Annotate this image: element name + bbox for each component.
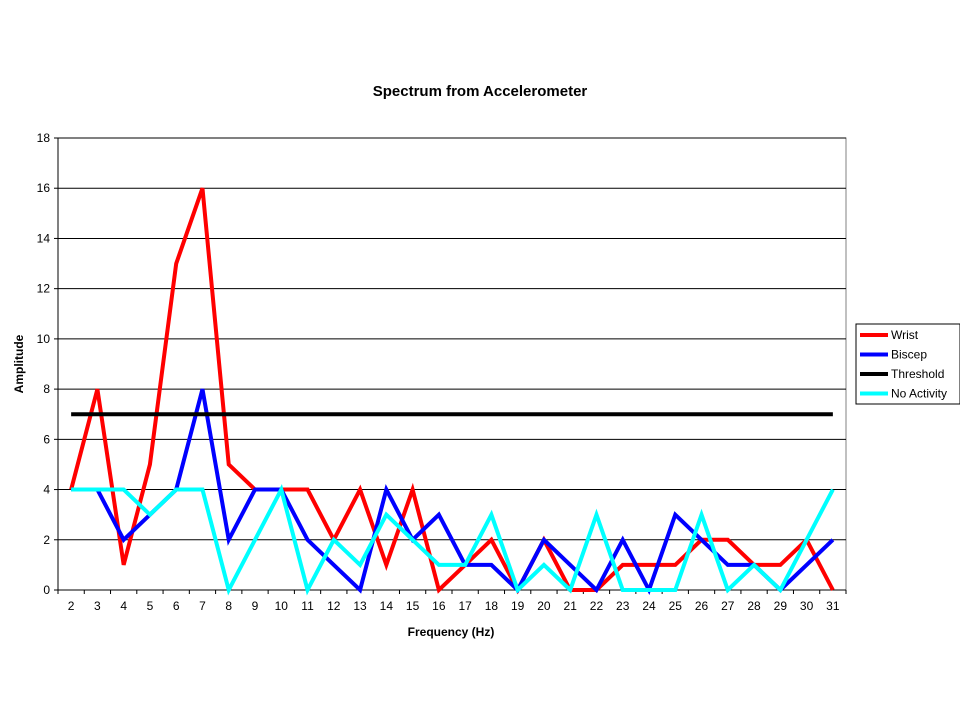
x-tick-label: 2 bbox=[68, 599, 75, 613]
x-tick-label: 6 bbox=[173, 599, 180, 613]
x-tick-label: 30 bbox=[800, 599, 814, 613]
x-tick-label: 4 bbox=[120, 599, 127, 613]
x-tick-label: 3 bbox=[94, 599, 101, 613]
x-tick-label: 27 bbox=[721, 599, 735, 613]
x-tick-label: 15 bbox=[406, 599, 420, 613]
y-tick-label: 14 bbox=[37, 231, 51, 245]
legend-label-no-activity: No Activity bbox=[891, 387, 947, 401]
y-tick-label: 10 bbox=[37, 332, 51, 346]
legend-label-biscep: Biscep bbox=[891, 348, 927, 362]
chart-title: Spectrum from Accelerometer bbox=[373, 83, 588, 100]
x-tick-label: 31 bbox=[826, 599, 840, 613]
legend-box bbox=[855, 323, 960, 405]
y-tick-label: 16 bbox=[37, 181, 51, 195]
x-tick-label: 13 bbox=[353, 599, 367, 613]
x-axis-title: Frequency (Hz) bbox=[408, 625, 495, 639]
x-tick-label: 23 bbox=[616, 599, 630, 613]
x-tick-label: 19 bbox=[511, 599, 525, 613]
x-tick-label: 14 bbox=[380, 599, 394, 613]
x-tick-label: 22 bbox=[590, 599, 604, 613]
legend-label-threshold: Threshold bbox=[891, 367, 944, 381]
x-tick-label: 8 bbox=[225, 599, 232, 613]
y-tick-label: 6 bbox=[43, 432, 50, 446]
x-tick-label: 17 bbox=[458, 599, 472, 613]
y-tick-label: 12 bbox=[37, 282, 51, 296]
legend-label-wrist: Wrist bbox=[891, 328, 919, 342]
y-axis-title: Amplitude bbox=[12, 334, 26, 393]
series-group bbox=[69, 187, 835, 596]
y-tick-label: 18 bbox=[37, 131, 51, 145]
y-tick-label: 8 bbox=[43, 382, 50, 396]
y-tick-label: 2 bbox=[43, 533, 50, 547]
y-axis-ticks: 0 2 4 6 8 10 12 14 16 18 bbox=[37, 131, 58, 597]
x-tick-label: 29 bbox=[774, 599, 788, 613]
x-tick-label: 25 bbox=[669, 599, 683, 613]
x-tick-label: 7 bbox=[199, 599, 206, 613]
x-tick-label: 26 bbox=[695, 599, 709, 613]
x-tick-label: 9 bbox=[252, 599, 259, 613]
x-tick-label: 10 bbox=[275, 599, 289, 613]
y-tick-label: 4 bbox=[43, 483, 50, 497]
x-tick-label: 24 bbox=[642, 599, 656, 613]
series-line-wrist bbox=[69, 187, 835, 595]
x-tick-label: 18 bbox=[485, 599, 499, 613]
x-axis-ticks: 2 3 4 5 6 7 8 9 10 11 12 13 14 15 16 17 18 19 20 21 22 23 24 25… bbox=[57, 590, 847, 613]
x-tick-label: 11 bbox=[301, 599, 314, 613]
y-tick-label: 0 bbox=[43, 583, 50, 597]
legend: Wrist Biscep Threshold No Activity bbox=[855, 323, 960, 405]
series-line-no-activity bbox=[71, 484, 835, 596]
x-tick-label: 5 bbox=[147, 599, 154, 613]
x-tick-label: 28 bbox=[747, 599, 761, 613]
x-tick-label: 12 bbox=[327, 599, 341, 613]
x-tick-label: 16 bbox=[432, 599, 446, 613]
plot-area bbox=[57, 137, 847, 591]
series-line-biscep bbox=[71, 388, 835, 596]
x-tick-label: 20 bbox=[537, 599, 551, 613]
x-tick-label: 21 bbox=[564, 599, 578, 613]
